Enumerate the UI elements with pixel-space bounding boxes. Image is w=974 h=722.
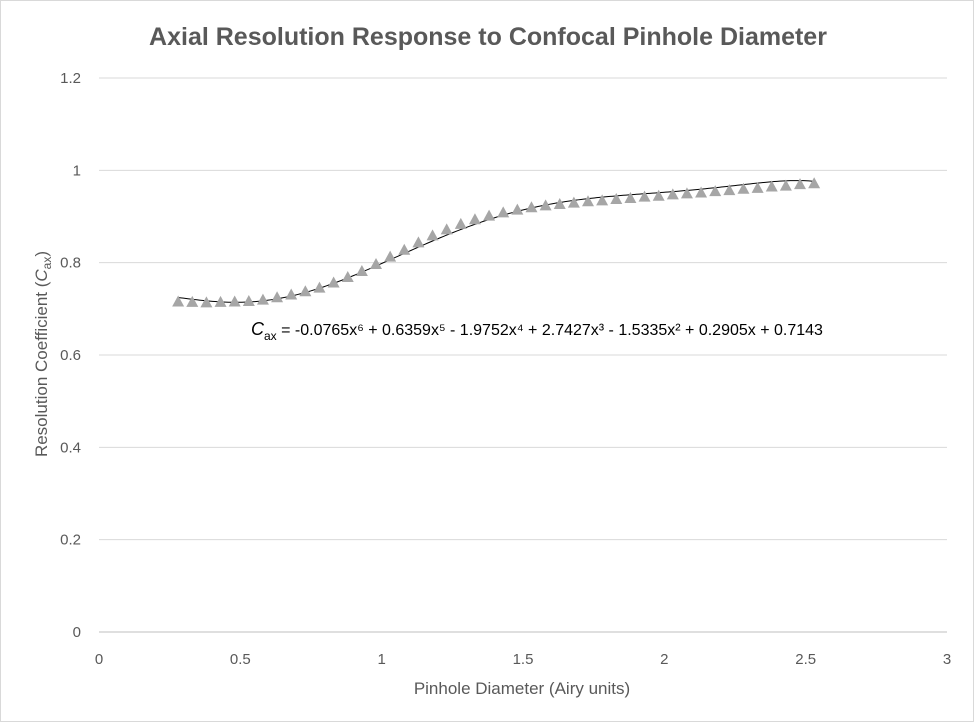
data-point: [271, 291, 284, 303]
x-axis-title: Pinhole Diameter (Airy units): [414, 679, 630, 698]
data-point: [341, 270, 354, 282]
y-axis-title-suffix: ): [32, 251, 51, 257]
data-point: [666, 188, 679, 200]
trendline-equation: Cax = -0.0765x⁶ + 0.6359x⁵ - 1.9752x⁴ + …: [251, 319, 823, 343]
data-point: [709, 185, 722, 197]
y-tick-label: 0.8: [60, 255, 81, 272]
chart-title: Axial Resolution Response to Confocal Pi…: [149, 23, 827, 51]
data-point: [285, 288, 298, 300]
y-tick-label: 0.2: [60, 532, 81, 549]
data-point: [398, 243, 411, 255]
data-point: [680, 187, 693, 199]
x-tick-label: 2.5: [795, 651, 816, 668]
data-point: [355, 264, 368, 276]
data-point: [242, 294, 255, 306]
data-point: [638, 190, 651, 202]
y-tick-label: 1.2: [60, 70, 81, 87]
y-axis-title: Resolution Coefficient (Cax): [32, 251, 54, 457]
y-axis-title-prefix: Resolution Coefficient (: [32, 281, 51, 457]
x-tick-label: 1: [377, 651, 385, 668]
y-axis-title-symbol: C: [32, 269, 51, 282]
x-tick-label: 0: [95, 651, 103, 668]
data-point: [299, 285, 312, 297]
data-point: [511, 203, 524, 215]
data-point: [539, 199, 552, 211]
data-point: [652, 189, 665, 201]
data-point: [567, 196, 580, 208]
data-point: [483, 209, 496, 221]
data-point: [440, 223, 453, 235]
data-point: [256, 293, 269, 305]
data-point: [723, 184, 736, 196]
data-point: [186, 295, 199, 307]
x-tick-label: 3: [943, 651, 951, 668]
data-point: [200, 296, 213, 308]
x-tick-labels: 0 0.5 1 1.5 2 2.5 3: [95, 651, 951, 668]
data-point: [313, 281, 326, 293]
grid-lines: [99, 77, 947, 541]
data-point: [412, 236, 425, 248]
y-tick-label: 0.6: [60, 347, 81, 364]
y-tick-label: 1: [73, 162, 81, 179]
data-point: [525, 201, 538, 213]
data-point: [596, 194, 609, 206]
data-point: [737, 182, 750, 194]
data-point: [370, 258, 383, 270]
data-point: [426, 229, 439, 241]
x-tick-label: 2: [660, 651, 668, 668]
data-point: [172, 295, 185, 307]
equation-text: = -0.0765x⁶ + 0.6359x⁵ - 1.9752x⁴ + 2.74…: [277, 322, 823, 339]
y-tick-label: 0.4: [60, 439, 81, 456]
data-point: [497, 206, 510, 218]
y-tick-labels: 0 0.2 0.4 0.6 0.8 1 1.2: [60, 70, 81, 641]
x-tick-label: 1.5: [513, 651, 534, 668]
data-point: [794, 178, 807, 190]
data-point: [610, 192, 623, 204]
data-point: [808, 177, 821, 189]
data-point: [779, 179, 792, 191]
polynomial-trendline: [178, 180, 815, 303]
y-tick-label: 0: [73, 624, 81, 641]
data-point: [695, 186, 708, 198]
x-tick-label: 0.5: [230, 651, 251, 668]
data-point: [751, 181, 764, 193]
y-axis-title-subscript: ax: [40, 257, 54, 270]
data-point: [228, 295, 241, 307]
data-point: [624, 192, 637, 204]
equation-subscript: ax: [264, 329, 277, 343]
data-point: [214, 295, 227, 307]
data-point: [327, 276, 340, 288]
equation-symbol: C: [251, 319, 265, 339]
data-point: [384, 250, 397, 262]
data-point: [765, 180, 778, 192]
data-markers: [172, 177, 821, 308]
data-point: [468, 213, 481, 225]
data-point: [582, 195, 595, 207]
data-point: [553, 198, 566, 210]
data-point: [454, 217, 467, 229]
